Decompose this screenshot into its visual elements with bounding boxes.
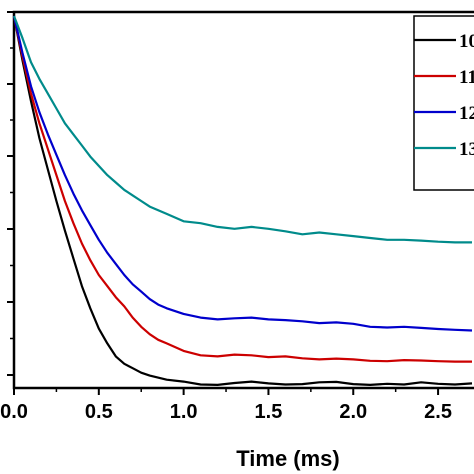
legend-box (413, 15, 474, 191)
series-line-12 (12, 15, 473, 332)
plot-border (12, 10, 474, 390)
legend-label-12: 12 (459, 103, 474, 124)
x-tick-label: 0.0 (0, 401, 28, 423)
series-line-10 (12, 15, 473, 386)
x-tick-label: 2.5 (424, 401, 452, 423)
x-axis-ticks: 0.0 0.5 1.0 1.5 2.0 2.5 (0, 388, 452, 423)
x-tick-label: 1.5 (255, 401, 283, 423)
plot-area (12, 10, 474, 390)
x-tick-label: 1.0 (170, 401, 198, 423)
series-line-11 (12, 15, 472, 363)
legend-label-11: 11 (459, 67, 474, 88)
x-tick-label: 2.0 (339, 401, 367, 423)
legend: 10 11 12 13 (413, 15, 474, 191)
series-line-13 (12, 15, 472, 244)
x-axis-title: Time (ms) (236, 446, 340, 471)
legend-label-13: 13 (459, 139, 474, 160)
y-axis-ticks (7, 11, 14, 376)
x-tick-label: 0.5 (85, 401, 113, 423)
legend-label-10: 10 (459, 31, 474, 52)
series-lines (12, 15, 473, 386)
